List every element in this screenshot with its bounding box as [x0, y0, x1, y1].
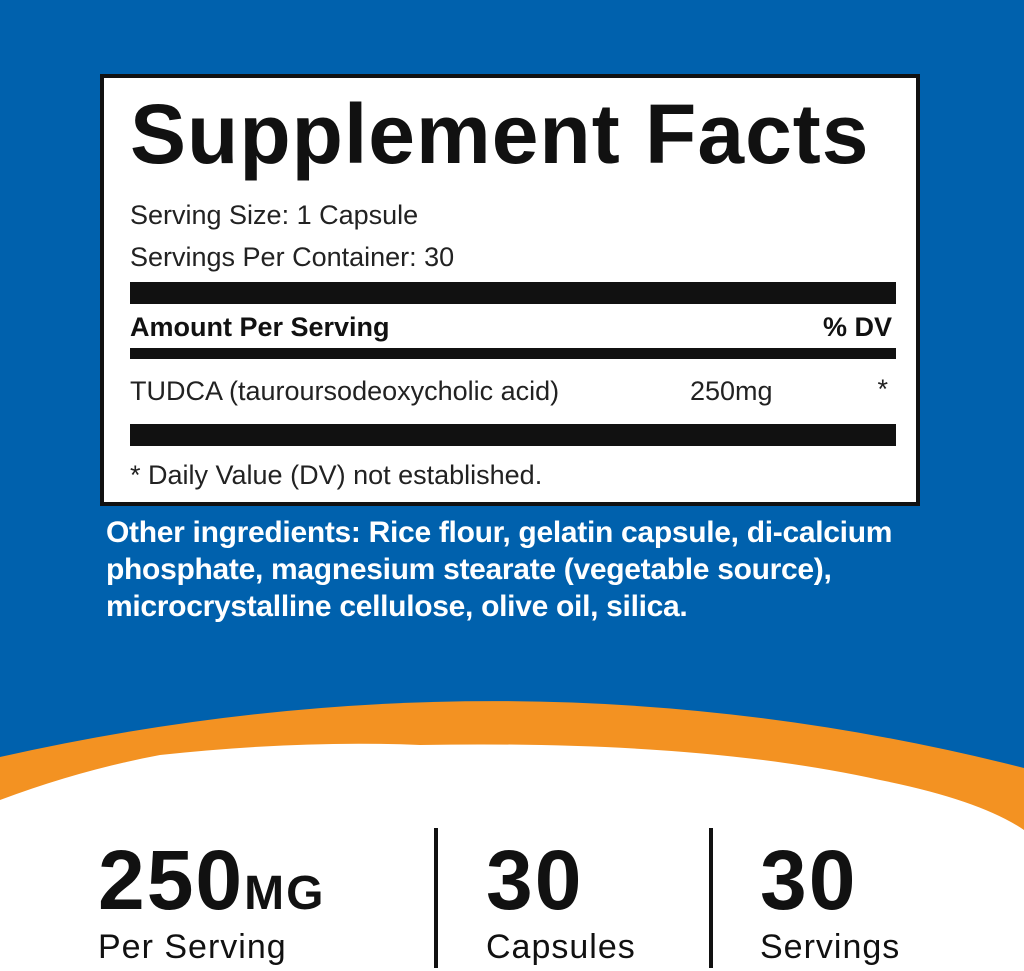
- ingredient-dv: *: [877, 374, 888, 404]
- serving-size: Serving Size: 1 Capsule: [130, 200, 419, 230]
- stat-divider: [709, 828, 713, 968]
- ingredient-amount: 250mg: [690, 376, 773, 406]
- stat-label: Servings: [760, 928, 901, 966]
- stat-servings: 30 Servings: [760, 838, 900, 967]
- stat-value: 30: [486, 833, 584, 927]
- divider-thick-bottom: [130, 424, 896, 446]
- supplement-facts-panel: Supplement Facts Serving Size: 1 Capsule…: [100, 74, 920, 506]
- facts-title: Supplement Facts: [130, 87, 870, 181]
- divider-medium: [130, 348, 896, 359]
- amount-per-serving-header: Amount Per Serving: [130, 312, 390, 342]
- stat-value: 250: [98, 833, 245, 927]
- stat-per-serving: 250MG Per Serving: [98, 838, 325, 967]
- stat-value: 30: [760, 833, 858, 927]
- stat-label: Per Serving: [98, 928, 287, 966]
- stat-capsules: 30 Capsules: [486, 838, 636, 967]
- stat-unit: MG: [244, 867, 326, 920]
- stat-label: Capsules: [486, 928, 636, 966]
- ingredient-name: TUDCA (tauroursodeoxycholic acid): [130, 376, 560, 406]
- divider-thick: [130, 282, 896, 304]
- white-area: [0, 743, 1024, 971]
- servings-per-container: Servings Per Container: 30: [130, 242, 455, 272]
- footnote: * Daily Value (DV) not established.: [130, 460, 543, 490]
- dv-header: % DV: [822, 312, 892, 342]
- stat-divider: [434, 828, 438, 968]
- other-ingredients: Other ingredients: Rice flour, gelatin c…: [106, 516, 893, 623]
